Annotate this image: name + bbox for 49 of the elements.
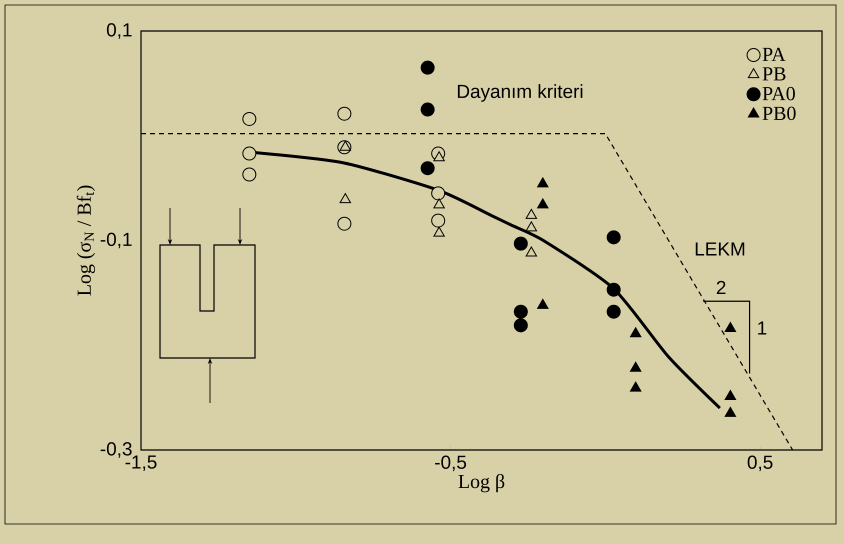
point [724,406,736,417]
point [433,198,445,208]
point [526,246,538,257]
point [606,282,621,297]
point [606,304,621,319]
point [433,151,445,162]
legend-label: PA [762,48,786,61]
point [724,390,736,400]
point [420,161,435,176]
point [514,304,528,319]
annotation: LEKM [696,242,744,256]
point [526,221,538,232]
point [630,327,642,338]
annotation: Dayanım kriteri [458,84,582,102]
y-tick-label: -0,1 [100,232,132,248]
x-axis-title: Log β [458,474,504,492]
point [340,193,352,204]
point [433,226,445,237]
point [537,298,548,309]
point [340,140,352,151]
point [514,236,528,251]
point [242,112,256,126]
point [526,208,538,219]
y-tick-label: -0,3 [100,442,132,458]
x-tick-label: -0,5 [435,456,466,472]
x-tick-label: -1,5 [126,456,157,471]
point [242,146,256,161]
point [337,216,352,231]
point [514,318,528,332]
point [242,167,256,182]
point [537,177,548,188]
annotation: 2 [716,280,726,294]
point [606,230,621,244]
point [431,214,446,228]
y-tick-label: 0,1 [106,23,132,39]
point [724,322,736,332]
point [537,198,548,208]
point [337,106,352,121]
point [420,102,435,117]
point [431,186,446,200]
point [630,362,642,372]
point [420,60,435,75]
legend-label: PB [762,67,786,80]
y-axis-title: Log (σ$_{N}$ / Bf$_{t}$) [76,186,96,296]
legend-label: PB0 [762,106,796,120]
x-tick-label: 0,5 [748,456,772,472]
annotation: 1 [758,321,766,334]
legend-label: PA0 [762,86,795,100]
point [630,382,642,392]
